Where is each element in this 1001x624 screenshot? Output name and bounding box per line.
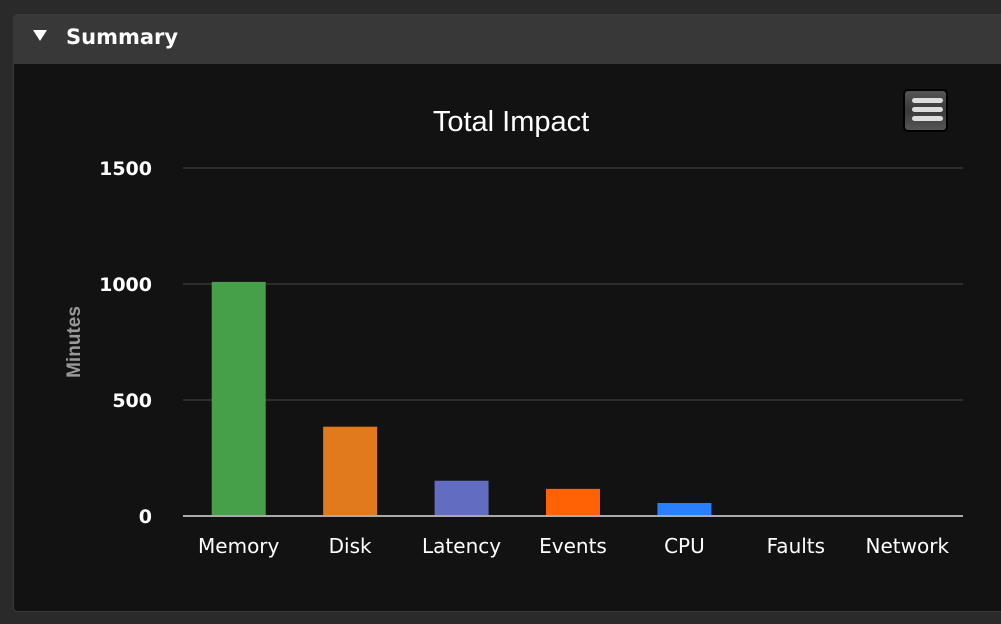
bar-disk[interactable] bbox=[323, 426, 378, 515]
y-tick-label: 1500 bbox=[99, 158, 152, 180]
chart-title: Total Impact bbox=[433, 106, 589, 138]
x-tick-label: Memory bbox=[198, 534, 280, 558]
bar-cpu[interactable] bbox=[657, 503, 712, 515]
x-tick-label: Events bbox=[539, 534, 607, 558]
x-tick-label: Disk bbox=[329, 534, 372, 558]
x-tick-label: CPU bbox=[664, 534, 705, 558]
collapse-triangle-icon[interactable] bbox=[33, 30, 47, 41]
panel-title: Summary bbox=[66, 25, 179, 49]
bar-latency[interactable] bbox=[434, 480, 489, 515]
x-tick-label: Latency bbox=[422, 534, 501, 558]
bar-events[interactable] bbox=[546, 488, 600, 515]
x-tick-label: Network bbox=[866, 534, 950, 558]
y-tick-label: 1000 bbox=[99, 274, 152, 296]
summary-panel: Summary bbox=[13, 14, 1001, 612]
x-tick-label: Faults bbox=[767, 534, 825, 558]
y-axis-label: Minutes bbox=[64, 306, 85, 378]
chart-menu-button[interactable] bbox=[903, 89, 948, 132]
y-tick-label: 500 bbox=[112, 390, 152, 412]
bar-memory[interactable] bbox=[211, 281, 266, 515]
y-tick-label: 0 bbox=[139, 506, 152, 528]
panel-header[interactable]: Summary bbox=[14, 15, 1001, 64]
